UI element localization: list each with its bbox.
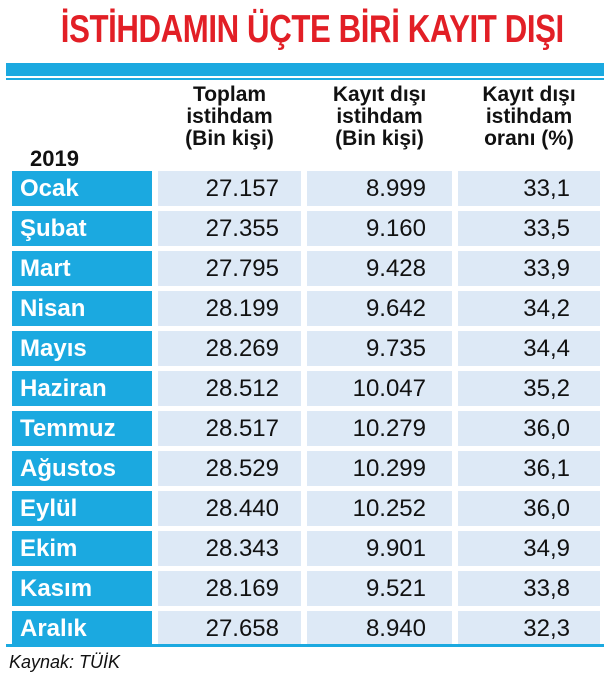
informal-employment-cell: 8.940 [307,611,452,646]
informal-rate-cell: 33,8 [458,571,600,606]
informal-rate-cell: 33,1 [458,171,600,206]
table-row: Ekim 28.343 9.901 34,9 [12,531,600,571]
total-employment-cell: 27.658 [158,611,301,646]
month-cell: Ağustos [12,451,152,486]
bottom-accent-line [6,644,604,647]
month-cell: Şubat [12,211,152,246]
table-row: Nisan 28.199 9.642 34,2 [12,291,600,331]
informal-rate-cell: 36,0 [458,491,600,526]
informal-employment-cell: 10.279 [307,411,452,446]
total-employment-cell: 27.795 [158,251,301,286]
informal-employment-cell: 9.160 [307,211,452,246]
informal-rate-cell: 36,0 [458,411,600,446]
top-accent-bar [6,63,604,76]
table-row: Mart 27.795 9.428 33,9 [12,251,600,291]
month-cell: Haziran [12,371,152,406]
header-line: istihdam [186,105,273,128]
month-cell: Aralık [12,611,152,646]
month-cell: Mart [12,251,152,286]
table-row: Ağustos 28.529 10.299 36,1 [12,451,600,491]
informal-rate-cell: 32,3 [458,611,600,646]
header-line: Kayıt dışı [482,83,576,106]
informal-employment-cell: 10.047 [307,371,452,406]
header-total-employment: Toplam istihdam (Bin kişi) [158,84,301,150]
month-cell: Temmuz [12,411,152,446]
table-row: Haziran 28.512 10.047 35,2 [12,371,600,411]
informal-employment-cell: 10.299 [307,451,452,486]
informal-rate-cell: 33,5 [458,211,600,246]
table-row: Mayıs 28.269 9.735 34,4 [12,331,600,371]
informal-rate-cell: 34,2 [458,291,600,326]
informal-rate-cell: 36,1 [458,451,600,486]
header-informal-rate: Kayıt dışı istihdam oranı (%) [458,84,600,150]
total-employment-cell: 28.199 [158,291,301,326]
month-cell: Ocak [12,171,152,206]
informal-rate-cell: 35,2 [458,371,600,406]
month-cell: Mayıs [12,331,152,366]
top-accent-line [6,78,604,80]
total-employment-cell: 28.169 [158,571,301,606]
informal-employment-cell: 9.642 [307,291,452,326]
header-line: Toplam [192,83,267,106]
month-cell: Eylül [12,491,152,526]
table-row: Eylül 28.440 10.252 36,0 [12,491,600,531]
header-line: oranı (%) [484,127,574,150]
informal-rate-cell: 33,9 [458,251,600,286]
header-line: (Bin kişi) [185,127,274,150]
total-employment-cell: 28.269 [158,331,301,366]
month-cell: Ekim [12,531,152,566]
source-note: Kaynak: TÜİK [9,652,121,672]
table-row: Aralık 27.658 8.940 32,3 [12,611,600,651]
informal-employment-cell: 8.999 [307,171,452,206]
year-label: 2019 [30,146,79,171]
informal-employment-cell: 9.901 [307,531,452,566]
total-employment-cell: 28.440 [158,491,301,526]
header-line: istihdam [485,105,573,128]
total-employment-cell: 28.529 [158,451,301,486]
informal-employment-cell: 9.735 [307,331,452,366]
month-cell: Kasım [12,571,152,606]
informal-rate-cell: 34,4 [458,331,600,366]
data-table: Ocak 27.157 8.999 33,1 Şubat 27.355 9.160 33,5 M… [12,171,600,651]
header-line: (Bin kişi) [335,127,424,150]
total-employment-cell: 27.157 [158,171,301,206]
table-row: Şubat 27.355 9.160 33,5 [12,211,600,251]
total-employment-cell: 28.517 [158,411,301,446]
table-row: Temmuz 28.517 10.279 36,0 [12,411,600,451]
table-row: Kasım 28.169 9.521 33,8 [12,571,600,611]
header-informal-employment: Kayıt dışı istihdam (Bin kişi) [307,84,452,150]
informal-rate-cell: 34,9 [458,531,600,566]
header-line: Kayıt dışı [332,83,427,106]
table-row: Ocak 27.157 8.999 33,1 [12,171,600,211]
total-employment-cell: 28.512 [158,371,301,406]
chart-title: İSTİHDAMIN ÜÇTE BİRİ KAYIT DIŞI [60,8,564,51]
total-employment-cell: 27.355 [158,211,301,246]
month-cell: Nisan [12,291,152,326]
header-line: istihdam [336,105,423,128]
total-employment-cell: 28.343 [158,531,301,566]
informal-employment-cell: 9.428 [307,251,452,286]
informal-employment-cell: 9.521 [307,571,452,606]
informal-employment-cell: 10.252 [307,491,452,526]
